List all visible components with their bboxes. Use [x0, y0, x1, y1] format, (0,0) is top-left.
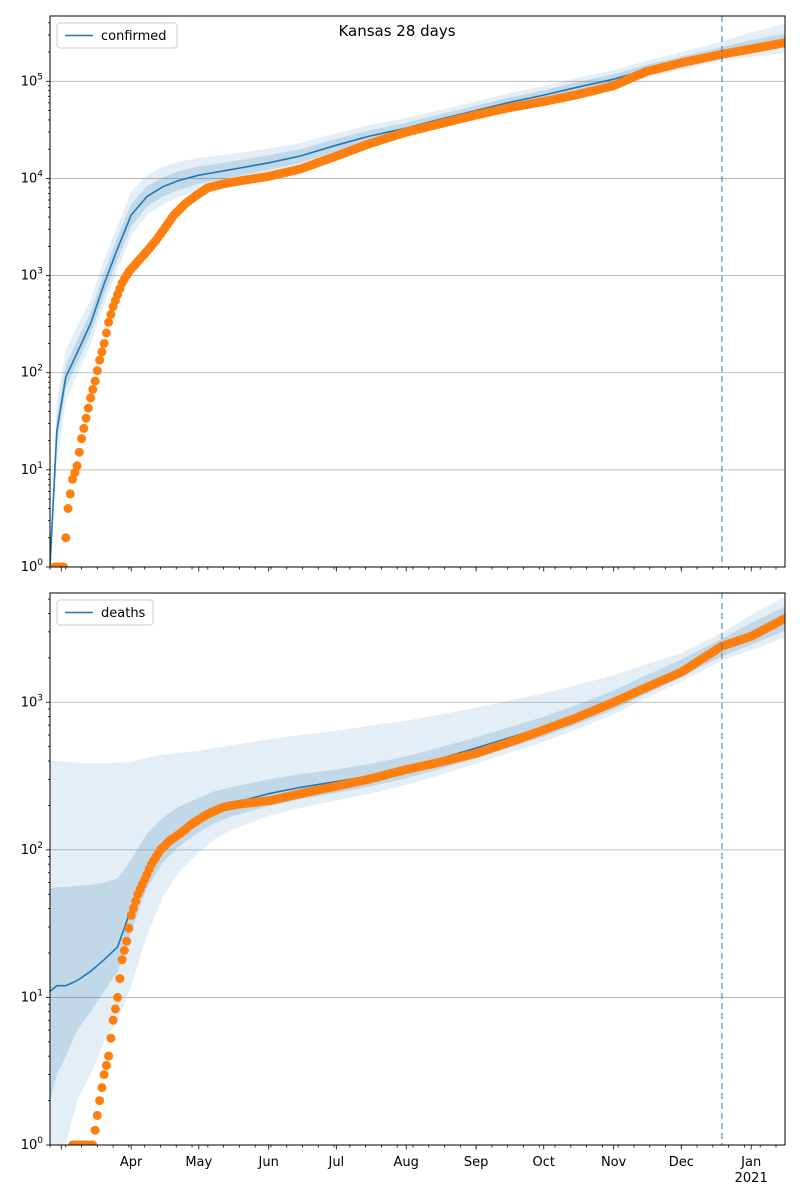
deaths-observed-point: [131, 896, 141, 906]
confirmed-observed-point: [88, 385, 98, 394]
deaths-legend: deaths: [56, 599, 154, 626]
confirmed-legend-label: confirmed: [101, 29, 167, 44]
deaths-axes-frame: [49, 592, 786, 1146]
confirmed-observed-point: [104, 317, 114, 327]
confirmed-observed-point: [86, 393, 96, 403]
deaths-x-tick-label: Nov: [601, 1155, 627, 1170]
confirmed-observed-point: [92, 366, 102, 376]
confirmed-gridlines: [50, 80, 785, 568]
confirmed-observed-point: [780, 38, 785, 48]
deaths-x-tick-label: Jul: [327, 1155, 344, 1170]
deaths-observed-point: [92, 1110, 102, 1120]
deaths-y-tick-label: 103: [21, 693, 43, 710]
deaths-observed-point: [90, 1125, 100, 1135]
deaths-x-tick-label: Jan: [740, 1155, 761, 1170]
deaths-observed-point: [97, 1083, 107, 1093]
confirmed-observed-point: [81, 413, 91, 423]
confirmed-observed-point: [101, 328, 111, 338]
deaths-x-tick-label: Apr: [120, 1155, 143, 1170]
deaths-legend-box: [56, 599, 154, 626]
deaths-axes: 100 101 102 103 Apr May Jun Jul Aug Sep Oct Nov Dec J…: [21, 592, 786, 1186]
deaths-observed-point: [108, 1015, 118, 1025]
confirmed-observed-point: [70, 468, 80, 478]
confirmed-observed-point: [79, 423, 89, 433]
confirmed-panel: 100 101 102 103 104 105 confirmed: [21, 15, 786, 575]
confirmed-observed-point: [63, 504, 73, 513]
confirmed-observed-point: [99, 339, 109, 348]
deaths-x-tick-label: Dec: [669, 1155, 694, 1170]
confirmed-observed-point: [74, 447, 84, 457]
deaths-x-tick-label: Oct: [533, 1155, 555, 1170]
confirmed-legend: confirmed: [56, 22, 178, 49]
deaths-observed-point: [113, 992, 123, 1002]
deaths-x-tick-label: Jun: [258, 1155, 279, 1170]
deaths-panel: 100 101 102 103 Apr May Jun Jul Aug Sep Oct Nov Dec J…: [21, 592, 786, 1186]
confirmed-y-tick-label: 105: [21, 72, 43, 89]
deaths-y-tick-label: 101: [21, 988, 43, 1005]
deaths-observed-point: [95, 1096, 105, 1106]
confirmed-observed-point: [72, 461, 82, 471]
confirmed-y-tick-label: 103: [21, 267, 43, 284]
confirmed-legend-box: [56, 22, 178, 49]
deaths-observed-point: [110, 1004, 120, 1014]
deaths-observed-point: [128, 903, 138, 913]
confirmed-inner-band: [50, 33, 785, 567]
deaths-y-tick-label: 100: [21, 1136, 44, 1153]
confirmed-axes: 100 101 102 103 104 105: [21, 15, 786, 575]
confirmed-model-series: [50, 39, 785, 567]
deaths-observed-point: [780, 613, 785, 623]
confirmed-y-tick-label: 102: [21, 364, 43, 381]
deaths-observed-points: [68, 613, 785, 1145]
deaths-observed-point: [88, 1140, 98, 1145]
confirmed-axes-frame: [49, 15, 786, 568]
confirmed-observed-point: [95, 355, 105, 365]
deaths-observed-point: [126, 910, 136, 920]
deaths-observed-point: [106, 1033, 116, 1043]
deaths-x-tick-label: May: [185, 1155, 212, 1170]
deaths-observed-point: [119, 946, 129, 955]
confirmed-outer-band: [50, 23, 785, 567]
confirmed-observed-point: [77, 434, 87, 444]
deaths-observed-point: [104, 1051, 114, 1061]
chart-title: Kansas 28 days: [338, 22, 455, 40]
confirmed-observed-points: [50, 38, 785, 567]
confirmed-observed-point: [61, 533, 71, 543]
deaths-observed-point: [99, 1070, 109, 1080]
deaths-observed-point: [101, 1060, 111, 1070]
confirmed-model-line: [50, 39, 785, 567]
deaths-y-tick-label: 102: [21, 841, 43, 858]
confirmed-y-tick-label: 100: [21, 558, 44, 575]
deaths-observed-point: [122, 936, 132, 946]
confirmed-observed-point: [83, 403, 93, 413]
deaths-observed-point: [117, 955, 127, 965]
deaths-legend-label: deaths: [101, 606, 146, 621]
deaths-x-tick-year-label: 2021: [735, 1171, 768, 1186]
deaths-observed-point: [124, 923, 134, 933]
confirmed-y-tick-label: 101: [21, 461, 43, 478]
confirmed-observed-point: [59, 562, 68, 567]
confirmed-y-tick-label: 104: [21, 169, 44, 186]
deaths-x-tick-label: Sep: [464, 1155, 489, 1170]
confirmed-observed-point: [90, 376, 100, 386]
deaths-x-tick-label: Aug: [394, 1155, 419, 1170]
confirmed-observed-point: [65, 489, 75, 499]
confirmed-observed-point: [106, 309, 116, 319]
deaths-observed-point: [115, 974, 125, 984]
confirmed-observed-point: [97, 347, 107, 357]
confirmed-uncertainty-bands: [50, 23, 785, 567]
